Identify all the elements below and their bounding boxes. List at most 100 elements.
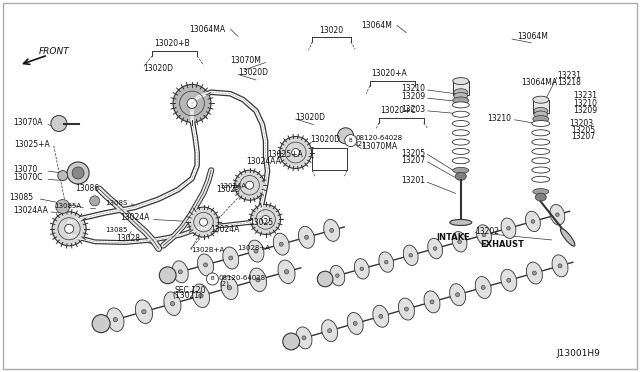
Text: 13205: 13205 <box>401 149 426 158</box>
Ellipse shape <box>532 148 550 154</box>
Text: 13231: 13231 <box>557 71 581 80</box>
Text: B: B <box>349 138 353 143</box>
Text: 13210: 13210 <box>488 114 512 123</box>
Circle shape <box>65 224 74 233</box>
Circle shape <box>246 181 253 189</box>
Circle shape <box>58 171 68 180</box>
Ellipse shape <box>278 260 295 283</box>
Ellipse shape <box>172 261 188 283</box>
Circle shape <box>262 215 269 224</box>
Text: 13202: 13202 <box>475 227 499 236</box>
Circle shape <box>207 273 218 285</box>
Ellipse shape <box>321 320 338 341</box>
Circle shape <box>204 263 207 267</box>
Ellipse shape <box>452 148 469 154</box>
Ellipse shape <box>454 89 468 96</box>
Ellipse shape <box>535 193 547 201</box>
Circle shape <box>328 329 332 333</box>
Circle shape <box>187 99 197 108</box>
Text: EXHAUST: EXHAUST <box>480 240 524 249</box>
Text: B: B <box>211 276 214 282</box>
Ellipse shape <box>452 139 469 145</box>
Circle shape <box>283 333 300 350</box>
Text: 13020D: 13020D <box>238 68 268 77</box>
Text: 13070A: 13070A <box>13 118 42 127</box>
Ellipse shape <box>532 121 550 126</box>
Text: 13203: 13203 <box>401 105 426 114</box>
Circle shape <box>56 199 70 214</box>
Ellipse shape <box>501 218 516 238</box>
Text: 08120-64028: 08120-64028 <box>355 135 403 141</box>
Ellipse shape <box>452 130 469 136</box>
Text: FRONT: FRONT <box>38 47 69 56</box>
Circle shape <box>330 228 333 232</box>
Circle shape <box>458 240 461 244</box>
Circle shape <box>279 242 284 246</box>
Text: 13024A: 13024A <box>210 225 239 234</box>
Circle shape <box>558 264 562 268</box>
Text: 13070MA: 13070MA <box>362 142 397 151</box>
Text: 13207: 13207 <box>401 156 426 165</box>
Text: 13231: 13231 <box>573 92 596 100</box>
Ellipse shape <box>453 167 468 173</box>
Text: 13064MA: 13064MA <box>522 78 557 87</box>
Circle shape <box>256 278 260 282</box>
Text: 13020D: 13020D <box>296 113 326 122</box>
Circle shape <box>360 267 364 271</box>
Circle shape <box>92 315 110 333</box>
Ellipse shape <box>324 219 340 241</box>
Circle shape <box>335 274 339 278</box>
Text: (2): (2) <box>355 140 365 147</box>
Circle shape <box>67 162 89 184</box>
Circle shape <box>430 300 434 304</box>
Text: 13085: 13085 <box>10 193 34 202</box>
Circle shape <box>254 249 258 253</box>
Circle shape <box>556 213 559 217</box>
Bar <box>453 81 468 95</box>
Circle shape <box>305 235 308 239</box>
Ellipse shape <box>532 176 550 182</box>
Bar <box>532 100 548 113</box>
Ellipse shape <box>355 259 369 279</box>
Ellipse shape <box>403 245 418 266</box>
Text: INTAKE: INTAKE <box>436 233 470 242</box>
Ellipse shape <box>452 121 469 126</box>
Text: 13020: 13020 <box>319 26 344 35</box>
Ellipse shape <box>424 291 440 313</box>
Ellipse shape <box>550 205 565 225</box>
Text: SEC.120: SEC.120 <box>174 286 205 295</box>
Circle shape <box>302 336 306 340</box>
Text: 13020+C: 13020+C <box>380 106 416 115</box>
Text: 13210: 13210 <box>402 84 426 93</box>
Circle shape <box>317 271 333 287</box>
Circle shape <box>507 227 510 230</box>
Circle shape <box>404 307 408 311</box>
Text: 13064MA: 13064MA <box>189 25 225 33</box>
Text: 13203: 13203 <box>570 119 594 128</box>
Ellipse shape <box>525 211 540 232</box>
Circle shape <box>456 293 460 297</box>
Ellipse shape <box>193 284 209 308</box>
Ellipse shape <box>223 247 239 269</box>
Text: 13020+B: 13020+B <box>154 39 189 48</box>
Text: 13207: 13207 <box>571 132 595 141</box>
Text: J13001H9: J13001H9 <box>557 349 601 358</box>
Text: 13025: 13025 <box>250 218 274 227</box>
Text: 13024AA: 13024AA <box>246 157 281 166</box>
Ellipse shape <box>372 305 389 327</box>
Ellipse shape <box>450 219 472 225</box>
Text: 13070C: 13070C <box>13 173 42 182</box>
Circle shape <box>170 302 175 306</box>
Ellipse shape <box>532 158 550 164</box>
Circle shape <box>189 207 218 237</box>
Ellipse shape <box>532 167 550 173</box>
Text: 13201: 13201 <box>402 176 426 185</box>
Ellipse shape <box>298 226 314 248</box>
Circle shape <box>235 170 264 200</box>
Text: 13020D: 13020D <box>310 135 340 144</box>
Text: 13025+A: 13025+A <box>14 140 50 149</box>
Circle shape <box>482 233 486 237</box>
Ellipse shape <box>198 254 214 276</box>
Text: 13024A: 13024A <box>219 183 246 189</box>
Circle shape <box>159 267 176 284</box>
